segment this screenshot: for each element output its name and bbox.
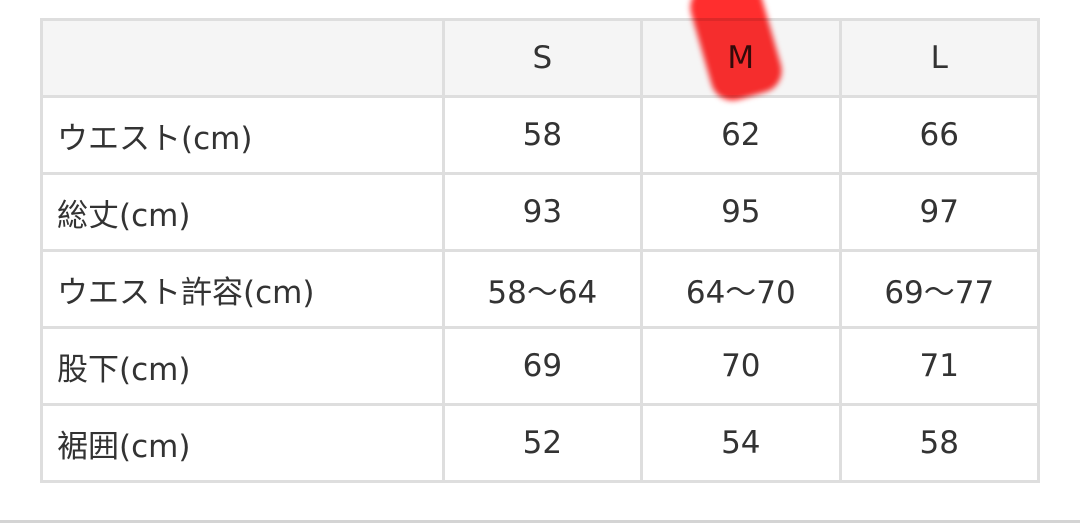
- cell: 69〜77: [838, 249, 1041, 329]
- row-label: 裾囲(cm): [40, 403, 445, 483]
- cell: 58〜64: [441, 249, 644, 329]
- row-label: 股下(cm): [40, 326, 445, 406]
- cell: 52: [441, 403, 644, 483]
- cell: 58: [441, 95, 644, 175]
- cell: 66: [838, 95, 1041, 175]
- header-cell-s: S: [441, 18, 644, 98]
- table-row: 裾囲(cm) 52 54 58: [40, 403, 1041, 483]
- cell: 64〜70: [640, 249, 842, 329]
- cell: 69: [441, 326, 644, 406]
- cell: 97: [838, 172, 1041, 252]
- header-row: S M L: [40, 18, 1041, 98]
- cell: 58: [838, 403, 1041, 483]
- size-table: S M L ウエスト(cm) 58 62 66 総丈(cm) 93 95 97 …: [40, 18, 1041, 483]
- table-row: 総丈(cm) 93 95 97: [40, 172, 1041, 252]
- row-label: ウエスト許容(cm): [40, 249, 445, 329]
- divider: [0, 520, 1080, 523]
- table-row: ウエスト許容(cm) 58〜64 64〜70 69〜77: [40, 249, 1041, 329]
- cell: 71: [838, 326, 1041, 406]
- table-row: 股下(cm) 69 70 71: [40, 326, 1041, 406]
- cell: 95: [640, 172, 842, 252]
- cell: 54: [640, 403, 842, 483]
- header-cell-empty: [40, 18, 445, 98]
- cell: 70: [640, 326, 842, 406]
- row-label: ウエスト(cm): [40, 95, 445, 175]
- table-row: ウエスト(cm) 58 62 66: [40, 95, 1041, 175]
- cell: 62: [640, 95, 842, 175]
- cell: 93: [441, 172, 644, 252]
- header-cell-l: L: [838, 18, 1041, 98]
- row-label: 総丈(cm): [40, 172, 445, 252]
